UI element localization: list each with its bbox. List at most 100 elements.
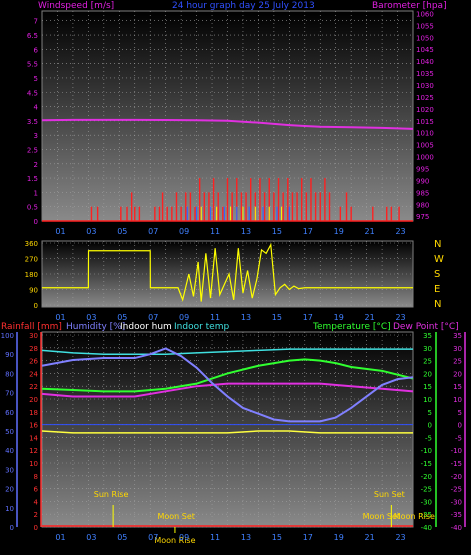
temp-panel-x-tick: 13	[241, 533, 251, 542]
barometer-y-tick: 1040	[416, 58, 434, 66]
wind-panel-x-tick: 11	[210, 227, 220, 236]
windspeed-y-tick: 1	[34, 189, 38, 197]
rain-y-tick: 30	[29, 332, 38, 340]
compass-e: E	[434, 284, 441, 295]
barometer-y-tick: 990	[416, 177, 429, 185]
dew-point-y-tick: -35	[451, 511, 462, 519]
temperature-y-tick: -30	[421, 498, 432, 506]
humidity-y-tick: 80	[5, 370, 14, 378]
barometer-y-tick: 1000	[416, 154, 434, 162]
indoor-temp-label: Indoor temp	[174, 322, 230, 332]
humidity-y-tick: 30	[5, 466, 14, 474]
dew-point-y-tick: 5	[458, 409, 462, 417]
temperature-line	[41, 358, 414, 393]
dew-point-y-tick: -30	[451, 498, 462, 506]
wind-panel-x-tick: 05	[117, 227, 127, 236]
rain-y-tick: 16	[29, 422, 38, 430]
dew-point-y-tick: -25	[451, 486, 462, 494]
rain-y-tick: 28	[29, 345, 38, 353]
windspeed-y-tick: 4	[34, 104, 39, 112]
rain-y-tick: 4	[34, 498, 39, 506]
dew-point-y-tick: 20	[453, 370, 462, 378]
wind-panel-x-tick: 19	[334, 227, 344, 236]
indoor-hum-label: Indoor hum	[120, 322, 172, 332]
barometer-y-tick: 1025	[416, 94, 434, 102]
windspeed-y-tick: 6	[34, 46, 39, 54]
barometer-y-tick: 1060	[416, 10, 434, 18]
humidity-y-tick: 10	[5, 505, 14, 513]
dew-point-y-tick: 0	[458, 422, 462, 430]
temp-panel-x-tick: 17	[303, 533, 313, 542]
temp-panel-x-tick: 09	[179, 533, 189, 542]
compass-n-bottom: N	[434, 299, 442, 310]
indoor-temp-line	[41, 348, 413, 355]
rain-y-tick: 18	[29, 409, 38, 417]
event-label: Moon Set	[157, 512, 194, 521]
dew-point-y-tick: -5	[455, 434, 462, 442]
direction-y-tick: 90	[29, 287, 38, 295]
dew-point-y-tick: 35	[453, 332, 462, 340]
direction-panel-x-tick: 05	[117, 313, 127, 322]
direction-panel-x-tick: 21	[365, 313, 375, 322]
temp-panel-x-tick: 23	[395, 533, 405, 542]
humidity-axis-label: Humidity [%]	[66, 322, 126, 332]
barometer-y-tick: 1015	[416, 118, 434, 126]
wind-panel-x-tick: 15	[272, 227, 282, 236]
rain-y-tick: 10	[29, 460, 38, 468]
temperature-axis-label: Temperature [°C]	[313, 322, 391, 332]
graph-title: 24 hour graph day 25 July 2013	[172, 1, 315, 11]
dew-point-y-tick: 10	[453, 396, 462, 404]
windspeed-y-tick: 2	[34, 161, 38, 169]
barometer-y-tick: 1010	[416, 130, 434, 138]
windspeed-y-tick: 1.5	[27, 175, 38, 183]
barometer-y-tick: 1050	[416, 34, 434, 42]
barometer-y-tick: 975	[416, 213, 429, 221]
rain-y-tick: 24	[29, 370, 38, 378]
rain-y-tick: 0	[34, 524, 38, 532]
humidity-y-tick: 0	[10, 524, 14, 532]
rain-y-tick: 22	[29, 383, 38, 391]
windspeed-y-tick: 3.5	[27, 118, 38, 126]
temperature-y-tick: 30	[423, 345, 432, 353]
temperature-y-tick: 25	[423, 358, 432, 366]
direction-panel-x-tick: 19	[334, 313, 344, 322]
wind-panel-x-tick: 21	[365, 227, 375, 236]
temperature-y-tick: -40	[421, 524, 432, 532]
direction-panel-x-tick: 01	[55, 313, 65, 322]
barometer-y-tick: 1020	[416, 106, 434, 114]
rain-y-tick: 12	[29, 447, 38, 455]
windspeed-axis-label: Windspeed [m/s]	[38, 1, 115, 11]
dew-point-y-tick: 25	[453, 358, 462, 366]
wind-panel-x-tick: 13	[241, 227, 251, 236]
barometer-y-tick: 1045	[416, 46, 434, 54]
windspeed-y-tick: 0.5	[27, 204, 38, 212]
humidity-y-tick: 60	[5, 409, 14, 417]
barometer-y-tick: 1030	[416, 82, 434, 90]
rain-y-tick: 20	[29, 396, 38, 404]
humidity-y-tick: 90	[5, 351, 14, 359]
direction-panel-x-tick: 15	[272, 313, 282, 322]
indoor-hum-line	[41, 430, 413, 434]
temperature-y-tick: 0	[428, 422, 432, 430]
temperature-y-tick: -25	[421, 486, 432, 494]
dew-point-line	[41, 382, 414, 398]
wind-direction-line	[42, 242, 413, 302]
wind-panel-x-tick: 09	[179, 227, 189, 236]
temperature-y-tick: 15	[423, 383, 432, 391]
direction-panel-x-tick: 17	[303, 313, 313, 322]
dew-point-axis-label: Dew Point [°C]	[393, 322, 459, 332]
temp-panel-x-tick: 15	[272, 533, 282, 542]
temperature-y-tick: 10	[423, 396, 432, 404]
humidity-line	[41, 347, 414, 423]
rain-y-tick: 14	[29, 434, 38, 442]
barometer-y-tick: 980	[416, 201, 429, 209]
barometer-y-tick: 985	[416, 189, 429, 197]
windspeed-y-tick: 3	[34, 132, 38, 140]
wind-panel-x-tick: 01	[55, 227, 65, 236]
rain-y-tick: 8	[34, 473, 38, 481]
temperature-y-tick: -20	[421, 473, 432, 481]
wind-panel-x-tick: 23	[395, 227, 405, 236]
rain-y-tick: 26	[29, 358, 38, 366]
compass-n-top: N	[434, 239, 442, 250]
